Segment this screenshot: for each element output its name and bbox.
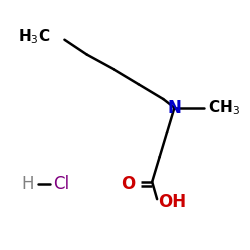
Text: H: H: [21, 175, 34, 193]
Text: H$_3$C: H$_3$C: [18, 27, 51, 46]
Text: OH: OH: [158, 193, 186, 211]
Text: Cl: Cl: [53, 175, 70, 193]
Text: O: O: [121, 175, 135, 193]
Text: N: N: [168, 99, 181, 117]
Text: CH$_3$: CH$_3$: [208, 98, 240, 117]
